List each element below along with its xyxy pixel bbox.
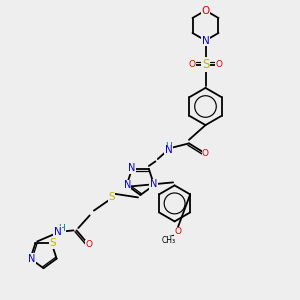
Text: N: N	[165, 145, 172, 155]
Text: N: N	[128, 163, 136, 173]
Text: H: H	[58, 224, 65, 233]
Text: S: S	[108, 192, 115, 203]
Text: H: H	[165, 142, 172, 151]
Text: N: N	[124, 180, 131, 190]
Text: O: O	[201, 5, 210, 16]
Text: O: O	[202, 149, 209, 158]
Text: CH₃: CH₃	[161, 236, 176, 245]
Text: N: N	[28, 254, 35, 264]
Text: N: N	[54, 226, 61, 237]
Text: N: N	[150, 179, 157, 189]
Text: O: O	[189, 60, 196, 69]
Text: N: N	[202, 35, 209, 46]
Text: O: O	[215, 60, 222, 69]
Text: S: S	[50, 238, 56, 248]
Text: O: O	[174, 227, 181, 236]
Text: O: O	[85, 240, 92, 249]
Text: S: S	[202, 58, 209, 71]
